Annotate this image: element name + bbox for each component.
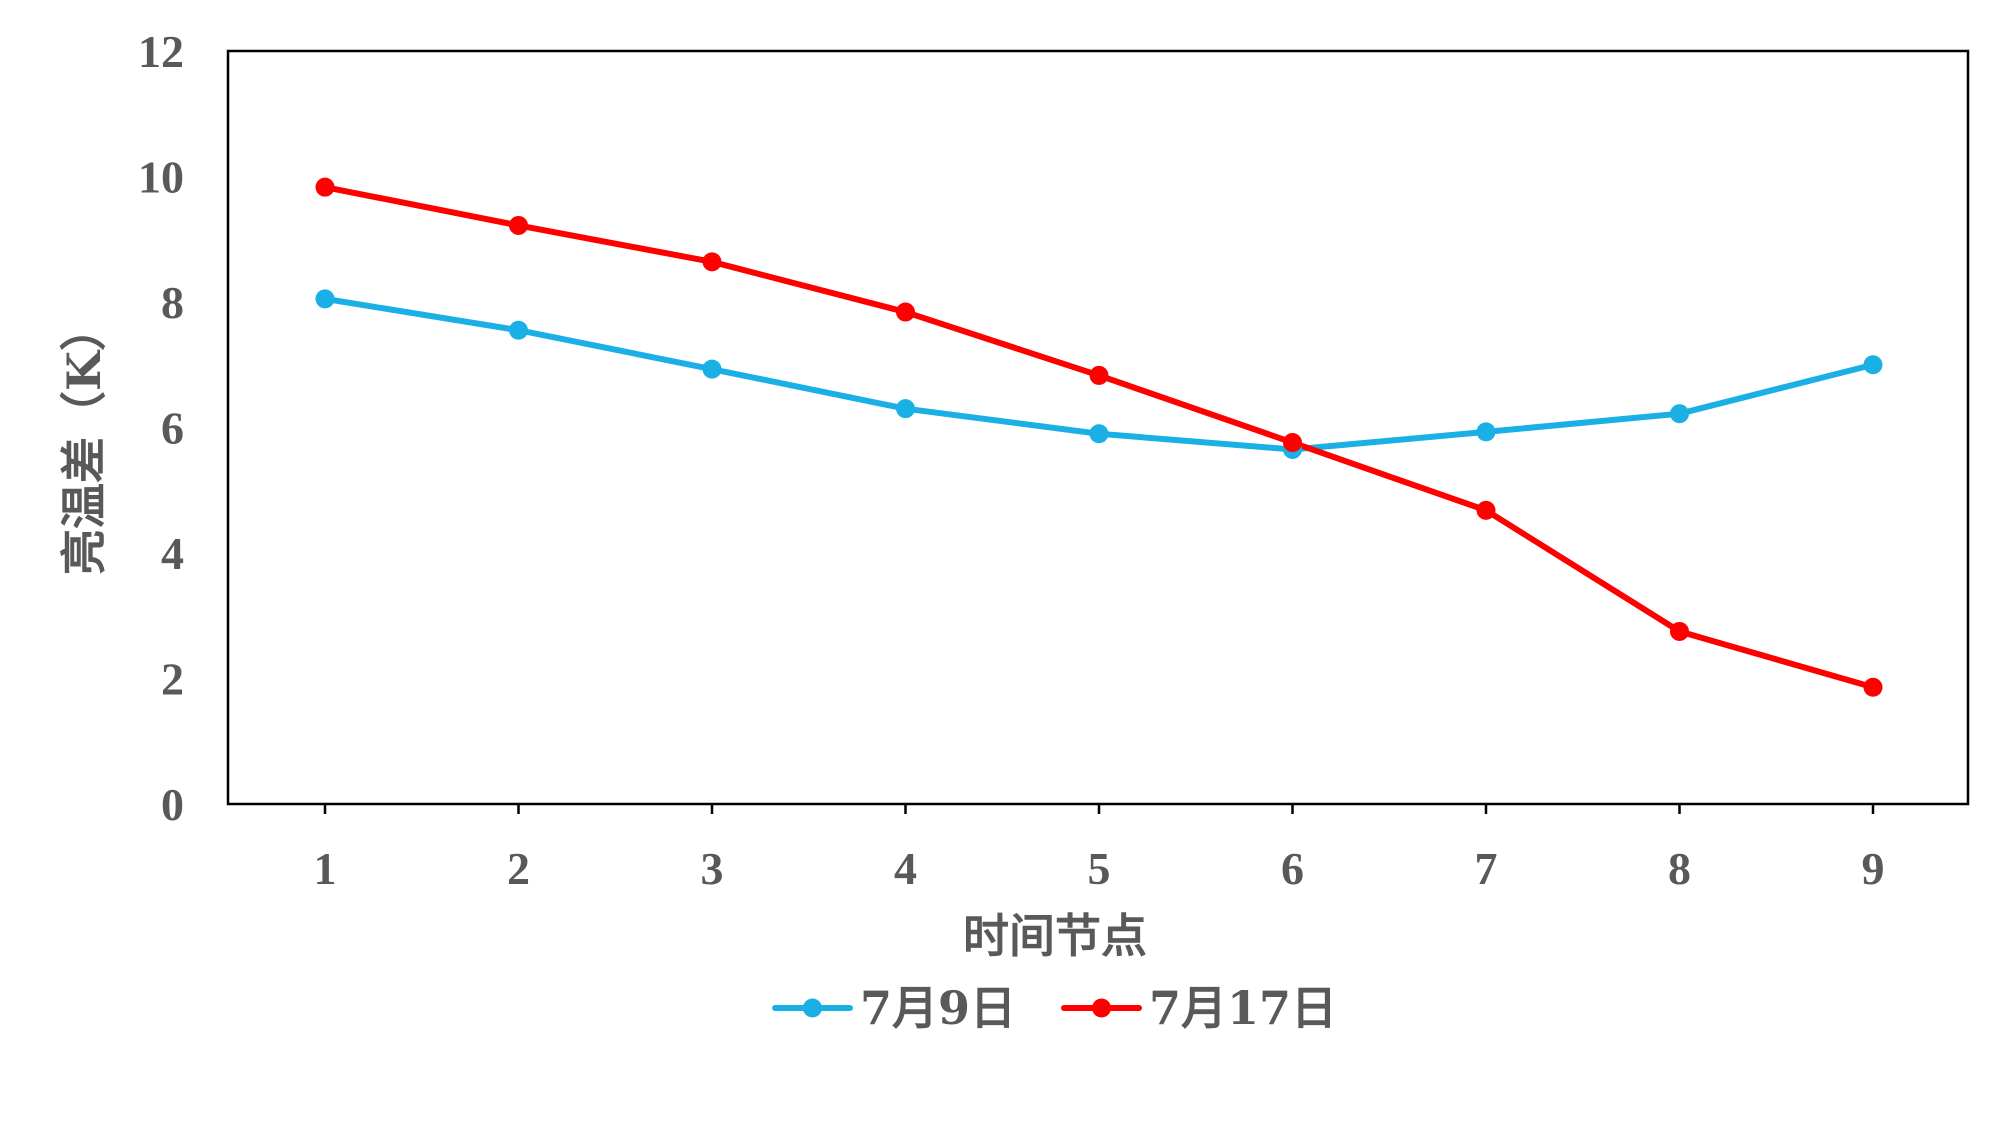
legend: 7月9日 7月17日 (772, 981, 1337, 1035)
data-point (702, 359, 722, 379)
legend-label: 7月17日 (1149, 981, 1337, 1035)
data-point (509, 320, 528, 340)
y-tick-label: 0 (161, 779, 184, 830)
legend-swatch-marker (1092, 998, 1111, 1018)
x-tick-label: 2 (507, 843, 530, 894)
data-point (896, 302, 915, 322)
x-axis-tick-labels: 1 2 3 4 5 6 7 8 9 (314, 843, 1885, 894)
data-point (896, 399, 915, 419)
y-tick-label: 4 (161, 528, 184, 579)
data-point (509, 215, 528, 235)
data-point (1476, 422, 1496, 442)
data-point (1670, 621, 1689, 641)
legend-item: 7月17日 (1061, 981, 1337, 1035)
data-point (702, 252, 722, 272)
data-point (315, 177, 335, 197)
x-tick-label: 1 (314, 843, 337, 894)
y-axis-tick-labels: 0 2 4 6 8 10 12 (138, 26, 184, 830)
data-point (1863, 677, 1883, 697)
x-axis-title: 时间节点 (963, 909, 1147, 963)
data-point (1670, 404, 1689, 424)
y-tick-label: 12 (138, 26, 184, 77)
y-tick-label: 10 (138, 152, 184, 203)
x-tick-label: 8 (1668, 843, 1691, 894)
data-point (315, 289, 335, 309)
y-tick-label: 2 (161, 654, 184, 705)
data-point (1283, 433, 1302, 453)
x-tick-label: 3 (701, 843, 724, 894)
data-point (1089, 365, 1109, 385)
y-tick-label: 6 (161, 403, 184, 454)
y-tick-label: 8 (161, 277, 184, 328)
data-point (1089, 424, 1109, 444)
x-tick-label: 6 (1281, 843, 1304, 894)
series-markers (315, 177, 1883, 697)
legend-item: 7月9日 (772, 981, 1016, 1035)
legend-swatch-marker (803, 998, 822, 1018)
legend-label: 7月9日 (860, 981, 1016, 1035)
data-point (1476, 500, 1496, 520)
x-tick-label: 4 (894, 843, 917, 894)
x-tick-label: 5 (1088, 843, 1111, 894)
x-tick-label: 7 (1475, 843, 1498, 894)
x-tick-label: 9 (1862, 843, 1885, 894)
y-axis-title: 亮温差（K） (57, 305, 111, 575)
data-point (1863, 355, 1883, 375)
x-axis-ticks (323, 804, 1875, 814)
